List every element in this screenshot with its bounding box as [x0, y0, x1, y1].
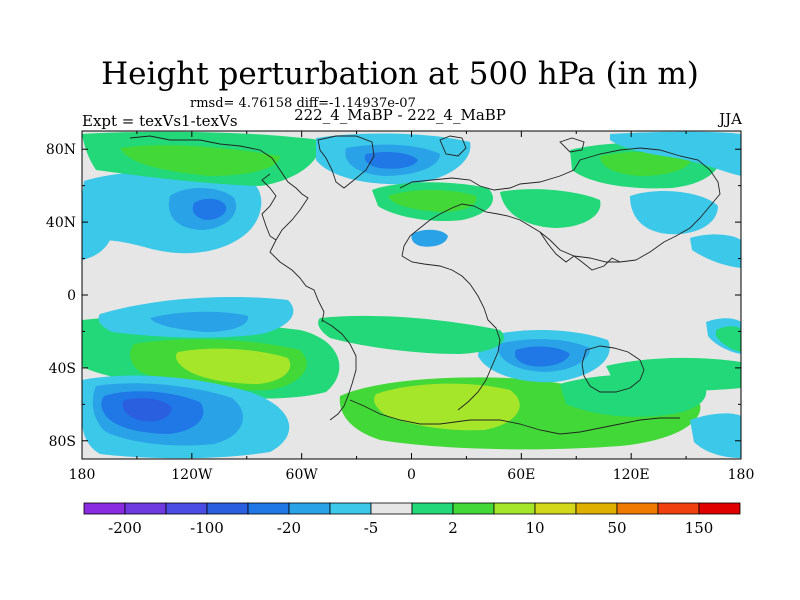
- contour-southern-ocean-core: [374, 383, 520, 431]
- contour-south-indian-east-green: [606, 357, 741, 391]
- contour-antarctic-west-small: [82, 329, 103, 358]
- coast-australia: [581, 345, 645, 393]
- colorbar-bin: [534, 502, 577, 515]
- colorbar-label: -20: [277, 519, 301, 537]
- contour-subtropic-west-core: [150, 311, 249, 332]
- x-tick-label: 180: [728, 467, 755, 483]
- experiment-label: Expt = texVs1-texVs: [82, 112, 238, 130]
- colorbar-bin: [370, 502, 413, 515]
- contour-antarctic-east: [690, 413, 741, 458]
- coastline-layer: [129, 135, 721, 435]
- contour-north-pacific-core: [192, 198, 227, 220]
- contour-south-pacific-low-core: [122, 398, 172, 422]
- colorbar-bin: [698, 502, 741, 515]
- axis-ticks: [81, 131, 742, 459]
- colorbar-label: -100: [190, 519, 224, 537]
- coast-eurasia: [399, 147, 721, 263]
- contour-fill-layer: [82, 131, 741, 459]
- coast-india-se-asia: [539, 231, 621, 271]
- colorbar-bin: [452, 502, 495, 515]
- coast-north-america: [129, 135, 325, 323]
- y-tick-label: 80N: [46, 142, 76, 158]
- chart-title: Height perturbation at 500 hPa (in m): [101, 56, 699, 92]
- contour-east-asia: [630, 191, 718, 235]
- colorbar-bin: [124, 502, 167, 515]
- colorbar-bin: [411, 502, 454, 515]
- x-tick-label: 120W: [171, 467, 213, 483]
- y-tick-label: 40N: [46, 215, 76, 231]
- contour-dateline-green: [716, 326, 741, 352]
- colorbar-bin: [288, 502, 331, 515]
- contour-pacific-tropics-west: [82, 220, 111, 260]
- colorbar-label: 50: [607, 519, 626, 537]
- colorbar-label: -5: [364, 519, 379, 537]
- contour-arctic-east: [610, 131, 741, 176]
- colorbar-bin: [575, 502, 618, 515]
- case-label: 222_4_MaBP - 222_4_MaBP: [294, 106, 506, 124]
- colorbar-bin: [206, 502, 249, 515]
- x-tick-label: 0: [407, 467, 416, 483]
- y-tick-label: 80S: [49, 434, 76, 450]
- colorbar-label: 150: [685, 519, 714, 537]
- contour-siberia-core: [600, 151, 692, 176]
- x-tick-label: 60W: [286, 467, 319, 483]
- coast-arctic-islands: [439, 135, 585, 157]
- x-tick-label: 180: [69, 467, 96, 483]
- y-tick-label: 40S: [49, 361, 76, 377]
- contour-arctic-center-low: [364, 152, 418, 169]
- colorbar-label: 2: [448, 519, 458, 537]
- colorbar-bin: [329, 502, 372, 515]
- stats-text: rmsd= 4.76158 diff=-1.14937e-07: [190, 96, 416, 111]
- contour-south-indian-ring: [318, 315, 504, 354]
- colorbar: [83, 502, 741, 515]
- contour-south-atlantic-neg-core: [514, 346, 570, 367]
- colorbar-bin: [83, 502, 126, 515]
- contour-west-asia: [500, 189, 601, 228]
- contour-arctic-west-core: [120, 145, 280, 176]
- colorbar-label: -200: [108, 519, 142, 537]
- season-label: JJA: [719, 110, 742, 128]
- coast-antarctica: [349, 399, 680, 435]
- coast-south-america: [321, 319, 357, 421]
- colorbar-label: 10: [525, 519, 544, 537]
- colorbar-bin: [247, 502, 290, 515]
- coast-africa: [401, 255, 501, 411]
- contour-south-pacific-core: [176, 348, 291, 384]
- y-axis-labels: 80N 40N 0 40S 80S: [46, 142, 76, 450]
- x-tick-label: 120E: [613, 467, 650, 483]
- colorbar-bin: [165, 502, 208, 515]
- colorbar-labels: -200 -100 -20 -5 2 10 50 150: [108, 519, 713, 537]
- contour-europe-small: [411, 229, 448, 247]
- contour-atlantic-core: [388, 190, 477, 212]
- contour-pacific-tropics-east: [690, 234, 741, 268]
- x-axis-labels: 180 120W 60W 0 60E 120E 180: [69, 467, 755, 483]
- coast-greenland: [317, 135, 375, 189]
- colorbar-bin: [657, 502, 700, 515]
- colorbar-bin: [616, 502, 659, 515]
- x-tick-label: 60E: [507, 467, 535, 483]
- colorbar-bin: [493, 502, 536, 515]
- y-tick-label: 0: [67, 288, 76, 304]
